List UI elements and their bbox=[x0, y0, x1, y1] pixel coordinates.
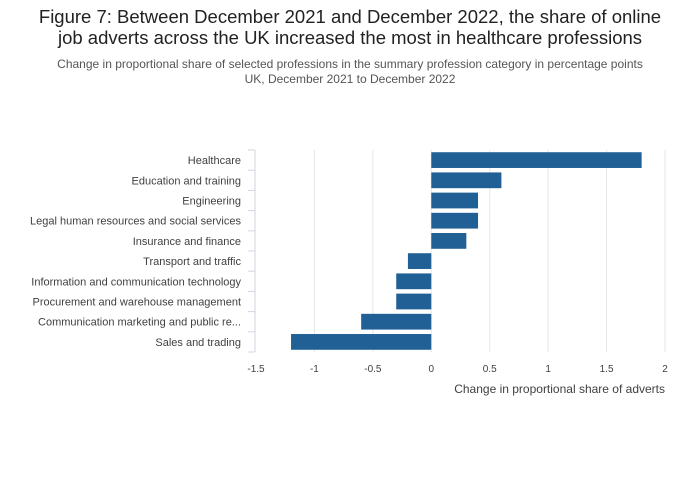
x-tick-label-6: 1.5 bbox=[600, 364, 614, 375]
category-label-9: Sales and trading bbox=[155, 337, 241, 349]
bar-7[interactable] bbox=[396, 293, 432, 310]
category-label-1: Education and training bbox=[132, 175, 241, 187]
bar-2[interactable] bbox=[431, 192, 479, 209]
bar-3[interactable] bbox=[431, 212, 479, 229]
category-label-4: Insurance and finance bbox=[133, 236, 241, 248]
bar-6[interactable] bbox=[396, 273, 432, 290]
x-tick-label-0: -1.5 bbox=[247, 364, 265, 375]
bar-0[interactable] bbox=[431, 152, 642, 168]
x-tick-label-1: -1 bbox=[310, 364, 319, 375]
x-tick-label-4: 0.5 bbox=[483, 364, 497, 375]
chart-subtitle: Change in proportional share of selected… bbox=[0, 57, 700, 87]
chart-title-line-1: Figure 7: Between December 2021 and Dece… bbox=[38, 6, 662, 27]
category-label-6: Information and communication technology bbox=[31, 276, 241, 288]
bar-9[interactable] bbox=[291, 334, 432, 350]
bar-1[interactable] bbox=[431, 172, 502, 189]
category-label-3: Legal human resources and social service… bbox=[30, 216, 241, 228]
category-label-2: Engineering bbox=[182, 196, 241, 208]
chart-subtitle-line-2: UK, December 2021 to December 2022 bbox=[244, 72, 456, 86]
x-tick-label-5: 1 bbox=[545, 364, 551, 375]
x-tick-label-2: -0.5 bbox=[364, 364, 382, 375]
bar-4[interactable] bbox=[431, 233, 467, 249]
x-tick-label-7: 2 bbox=[662, 364, 668, 375]
chart-title-line-2: job adverts across the UK increased the … bbox=[57, 27, 643, 48]
category-label-8: Communication marketing and public re... bbox=[38, 317, 241, 329]
x-axis-title: Change in proportional share of adverts bbox=[454, 382, 665, 396]
chart-subtitle-line-1: Change in proportional share of selected… bbox=[57, 57, 643, 71]
x-tick-label-3: 0 bbox=[429, 364, 435, 375]
bar-8[interactable] bbox=[361, 313, 432, 330]
chart-title: Figure 7: Between December 2021 and Dece… bbox=[0, 6, 700, 48]
category-label-7: Procurement and warehouse management bbox=[32, 297, 241, 309]
category-label-5: Transport and traffic bbox=[143, 256, 241, 268]
category-label-0: Healthcare bbox=[188, 155, 241, 167]
bar-5[interactable] bbox=[407, 253, 432, 269]
